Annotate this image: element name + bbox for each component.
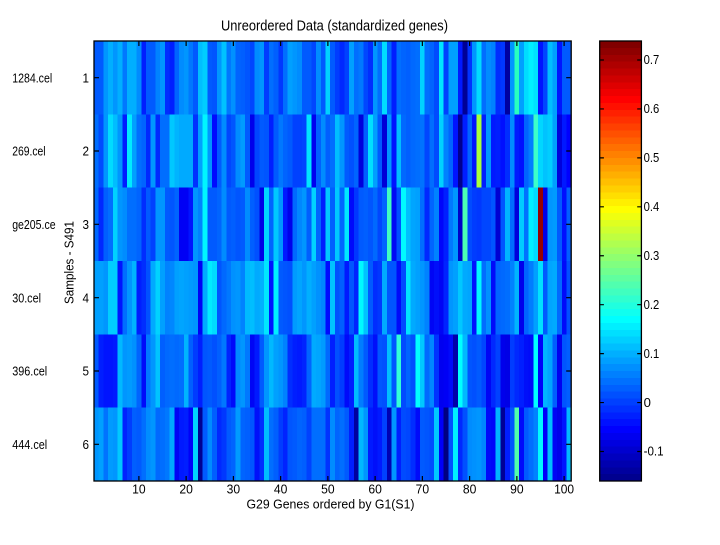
svg-text:0.1: 0.1 bbox=[644, 346, 660, 361]
svg-text:G29 Genes ordered by G1(S1): G29 Genes ordered by G1(S1) bbox=[247, 496, 415, 511]
svg-text:10: 10 bbox=[132, 481, 146, 496]
svg-text:269.cel: 269.cel bbox=[12, 144, 45, 159]
svg-text:0.3: 0.3 bbox=[644, 248, 660, 263]
svg-text:0.5: 0.5 bbox=[644, 150, 660, 165]
svg-text:2: 2 bbox=[83, 144, 90, 159]
svg-text:6: 6 bbox=[83, 437, 90, 452]
svg-text:0.4: 0.4 bbox=[644, 199, 660, 214]
svg-text:100: 100 bbox=[554, 481, 574, 496]
svg-text:30.cel: 30.cel bbox=[12, 290, 41, 305]
svg-text:40: 40 bbox=[274, 481, 288, 496]
svg-text:Unreordered Data (standardized: Unreordered Data (standardized genes) bbox=[221, 19, 448, 35]
svg-text:80: 80 bbox=[463, 481, 477, 496]
svg-text:1: 1 bbox=[83, 70, 90, 85]
svg-text:0: 0 bbox=[644, 395, 651, 410]
svg-text:0.6: 0.6 bbox=[644, 101, 660, 116]
svg-text:ge205.ce: ge205.ce bbox=[12, 217, 55, 232]
svg-text:-0.1: -0.1 bbox=[644, 444, 664, 459]
svg-text:3: 3 bbox=[83, 217, 90, 232]
svg-text:Samples - S491: Samples - S491 bbox=[62, 221, 77, 304]
svg-text:1284.cel: 1284.cel bbox=[12, 70, 52, 85]
svg-text:396.cel: 396.cel bbox=[12, 364, 47, 379]
svg-text:4: 4 bbox=[83, 290, 90, 305]
svg-text:20: 20 bbox=[179, 481, 193, 496]
svg-text:60: 60 bbox=[368, 481, 382, 496]
svg-text:5: 5 bbox=[83, 364, 90, 379]
svg-text:0.7: 0.7 bbox=[644, 52, 660, 67]
svg-text:444.cel: 444.cel bbox=[12, 437, 47, 452]
svg-text:30: 30 bbox=[227, 481, 241, 496]
svg-text:90: 90 bbox=[510, 481, 523, 496]
svg-text:70: 70 bbox=[416, 481, 430, 496]
svg-text:50: 50 bbox=[321, 481, 335, 496]
svg-text:0.2: 0.2 bbox=[644, 297, 660, 312]
